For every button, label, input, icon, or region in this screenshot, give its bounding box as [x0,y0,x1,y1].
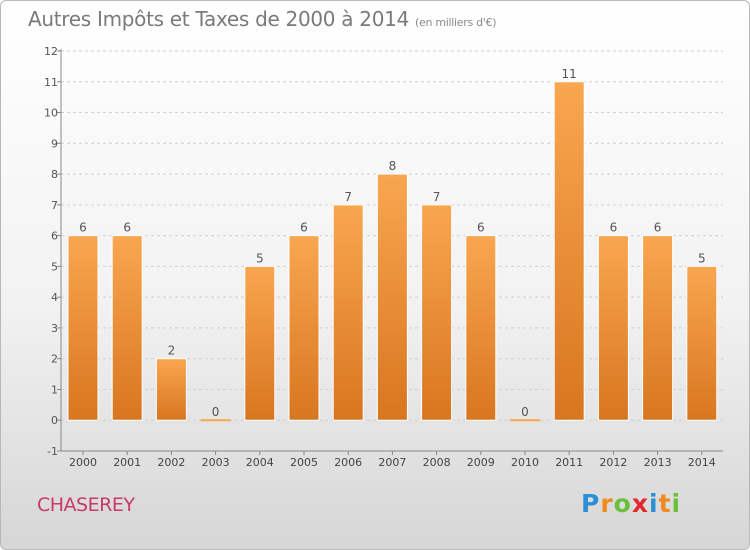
x-tick-label: 2010 [511,456,539,469]
bar-value-label: 7 [344,190,352,204]
x-tick-label: 2004 [246,456,274,469]
y-tick-label: 0 [51,414,58,427]
y-tick-label: -1 [47,445,58,458]
y-tick-label: 3 [51,322,58,335]
bar [686,265,718,421]
y-tick-label: 4 [51,291,58,304]
x-tick-label: 2006 [334,456,362,469]
y-tick-label: 2 [51,353,58,366]
y-tick-label: 8 [51,168,58,181]
proxiti-logo: Proxiti [581,489,681,518]
y-tick-label: 7 [51,199,58,212]
y-tick-label: 6 [51,230,58,243]
x-tick-label: 2014 [688,456,716,469]
bar [510,419,540,422]
bar-value-label: 5 [698,251,706,265]
bar [155,358,187,421]
chart-title: Autres Impôts et Taxes de 2000 à 2014 (en… [28,7,497,31]
x-tick-label: 2002 [157,456,185,469]
bar [421,204,453,421]
logo-letter: x [631,489,649,518]
logo-letter: i [671,489,682,518]
bar-value-label: 0 [521,405,529,419]
x-tick-label: 2005 [290,456,318,469]
bar [642,235,674,421]
bar [597,235,629,421]
bar [376,173,408,421]
logo-letter: r [600,489,614,518]
logo-letter: P [581,489,601,518]
y-tick-label: 11 [44,76,58,89]
x-tick-label: 2008 [423,456,451,469]
x-tick-label: 2013 [644,456,672,469]
y-tick-label: 12 [44,45,58,58]
bar [200,419,231,422]
x-tick-label: 2000 [69,456,97,469]
y-tick-label: 1 [51,383,58,396]
bar-value-label: 6 [300,221,308,235]
bar-value-label: 0 [212,405,220,419]
bar-value-label: 11 [562,67,577,81]
logo-letter: o [613,489,632,518]
y-tick-label: 10 [44,107,58,120]
bar-value-label: 6 [610,221,618,235]
bar [111,235,143,421]
x-tick-label: 2011 [555,456,583,469]
bar-value-label: 2 [168,344,176,358]
bar-value-label: 7 [433,190,441,204]
bar [332,204,364,421]
bar-value-label: 6 [79,221,87,235]
x-tick-label: 2003 [202,456,230,469]
bar [244,265,276,421]
x-tick-label: 2001 [113,456,141,469]
bar-value-label: 8 [389,159,397,173]
commune-name: CHASEREY [37,494,135,516]
bar [67,235,99,421]
chart-subtitle: (en milliers d'€) [415,16,497,29]
y-tick-label: 9 [51,137,58,150]
bar-value-label: 6 [654,221,662,235]
x-tick-label: 2009 [467,456,495,469]
bar [465,235,497,421]
bar-value-label: 6 [477,221,485,235]
y-tick-label: 5 [51,260,58,273]
bar [288,235,320,421]
logo-letter: i [649,489,659,518]
bar-value-label: 6 [123,221,131,235]
bar [553,81,585,421]
x-tick-label: 2012 [599,456,627,469]
logo-letter: t [658,489,672,518]
x-tick-label: 2007 [378,456,406,469]
bar-value-label: 5 [256,251,264,265]
